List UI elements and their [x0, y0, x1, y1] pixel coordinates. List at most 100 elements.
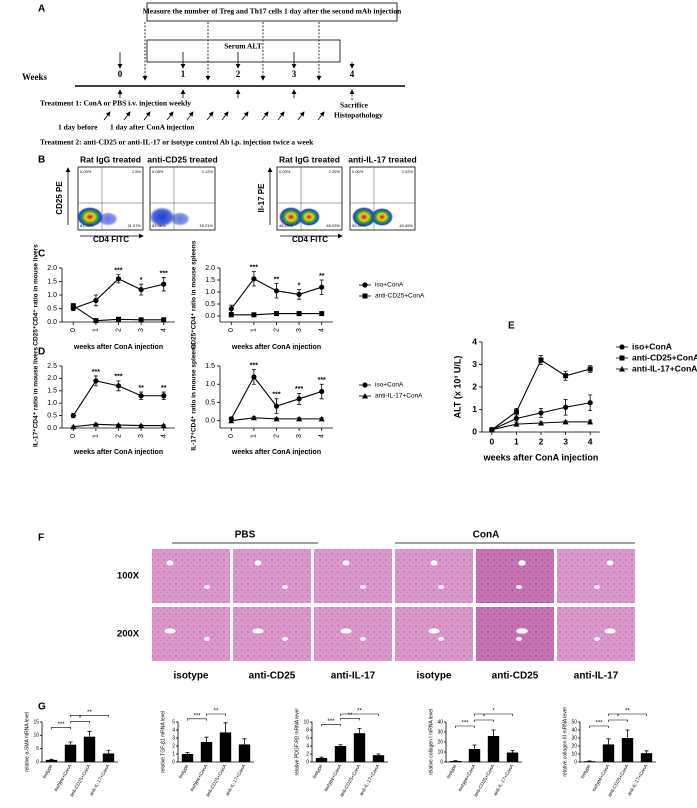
quadrant-pct: 16.21% — [199, 223, 213, 228]
marker — [139, 287, 144, 292]
significance: * — [298, 282, 301, 289]
quadrant-pct: 0.00% — [352, 169, 364, 174]
y-tick-label: 50 — [571, 719, 577, 725]
x-tick-label: 2 — [273, 434, 280, 438]
x-tick-label: 2 — [115, 434, 122, 438]
marker — [93, 378, 98, 383]
x-tick-label: 0 — [228, 434, 235, 438]
vessel — [594, 585, 600, 589]
significance: *** — [114, 268, 122, 275]
x-tick-label: 3 — [138, 434, 145, 438]
y-tick-label: 1 — [472, 404, 477, 414]
significance: *** — [318, 377, 326, 384]
marker — [161, 317, 166, 322]
marker — [297, 292, 302, 297]
significance: *** — [114, 374, 122, 381]
ab-arrow — [278, 112, 284, 120]
x-tick-label: anti-IL-17+ConA — [89, 763, 112, 797]
marker — [274, 288, 279, 293]
vessel — [204, 637, 210, 641]
legend-label: iso+ConA — [632, 341, 672, 351]
y-axis-label: ALT (x 10³ U/L) — [452, 356, 462, 419]
ab-arrow — [167, 112, 173, 120]
quadrant-pct: 1.5% — [132, 169, 142, 174]
column-label: anti-CD25 — [492, 671, 539, 682]
x-tick-label: anti-CD25+ConA — [339, 763, 363, 798]
bar — [220, 732, 231, 762]
error-bar — [205, 737, 209, 742]
x-tick-label: 0 — [70, 434, 77, 438]
marker — [161, 393, 166, 398]
marker — [514, 409, 519, 414]
x-tick-label: 2 — [273, 328, 280, 332]
x-axis-label: weeks after ConA injection — [73, 344, 163, 351]
vessel — [252, 628, 264, 634]
significance: ** — [274, 276, 280, 283]
x-tick-label: 1 — [251, 434, 258, 438]
significance: * — [79, 716, 82, 722]
legend-label: anti-IL-17+ConA — [632, 363, 697, 373]
x-tick-label: 4 — [588, 436, 593, 446]
histology-tint — [557, 607, 635, 661]
vessel — [606, 560, 614, 566]
marker — [538, 410, 543, 415]
significance: *** — [193, 713, 201, 719]
x-tick-label: 2 — [115, 328, 122, 332]
x-tick-label: isotype — [178, 763, 191, 779]
histology-tint — [314, 607, 392, 661]
vessel — [516, 585, 522, 589]
bar — [201, 742, 212, 762]
histology-tint — [314, 549, 392, 603]
marker — [251, 276, 256, 281]
panel-letter: E — [508, 321, 515, 332]
week-number: 1 — [181, 69, 186, 79]
y-tick-label: 6 — [306, 735, 309, 741]
marker — [139, 317, 144, 322]
y-tick-label: 0 — [172, 759, 175, 765]
y-tick-label: 1.5 — [47, 388, 57, 395]
x-tick-label: 3 — [563, 436, 568, 446]
flow-x-label: CD4 FITC — [93, 235, 129, 244]
x-tick-label: anti-CD25+ConA — [69, 763, 93, 798]
ab-arrow — [262, 112, 268, 120]
x-tick-label: anti-IL-17+ConA — [493, 763, 516, 797]
y-tick-label: 4 — [472, 336, 477, 346]
significance: *** — [160, 270, 168, 277]
flow-y-label: CD25 PE — [55, 181, 64, 215]
quadrant-pct: 59.34% — [352, 223, 366, 228]
y-tick-label: 4 — [306, 743, 309, 749]
y-tick-label: 0.0 — [205, 313, 215, 320]
vessel — [604, 628, 616, 634]
bar — [316, 758, 327, 762]
marker — [71, 413, 76, 418]
vessel — [164, 628, 176, 634]
flow-title: Rat IgG treated — [279, 154, 340, 164]
quadrant-pct: 0.02% — [402, 169, 414, 174]
y-tick-label: 3 — [472, 359, 477, 369]
y-tick-label: 1 — [172, 751, 175, 757]
x-tick-label: 1 — [93, 328, 100, 332]
marker — [563, 373, 568, 378]
marker — [251, 312, 256, 317]
flow-title: Rat IgG treated — [80, 154, 141, 164]
error-bar — [88, 731, 92, 736]
y-axis-label: relative α-SMA mRNA level — [24, 712, 30, 772]
y-tick-label: 2 — [306, 751, 309, 757]
significance: * — [492, 709, 495, 715]
vessel — [340, 628, 352, 634]
flow-title: anti-CD25 treated — [147, 154, 217, 164]
error-bar — [107, 750, 111, 753]
error-bar — [377, 754, 381, 755]
x-tick-label: 4 — [161, 328, 168, 332]
legend-label: anti-CD25+ConA — [632, 352, 697, 362]
y-tick-label: 20 — [437, 739, 443, 745]
bar — [335, 746, 346, 762]
y-tick-label: 10 — [571, 751, 577, 757]
y-tick-label: 0.0 — [205, 418, 215, 425]
serum-text: Serum ALT — [224, 42, 261, 51]
bar — [373, 755, 384, 762]
y-tick-label: 0.5 — [47, 305, 57, 312]
flow-cloud — [298, 208, 320, 226]
bar — [488, 736, 499, 762]
